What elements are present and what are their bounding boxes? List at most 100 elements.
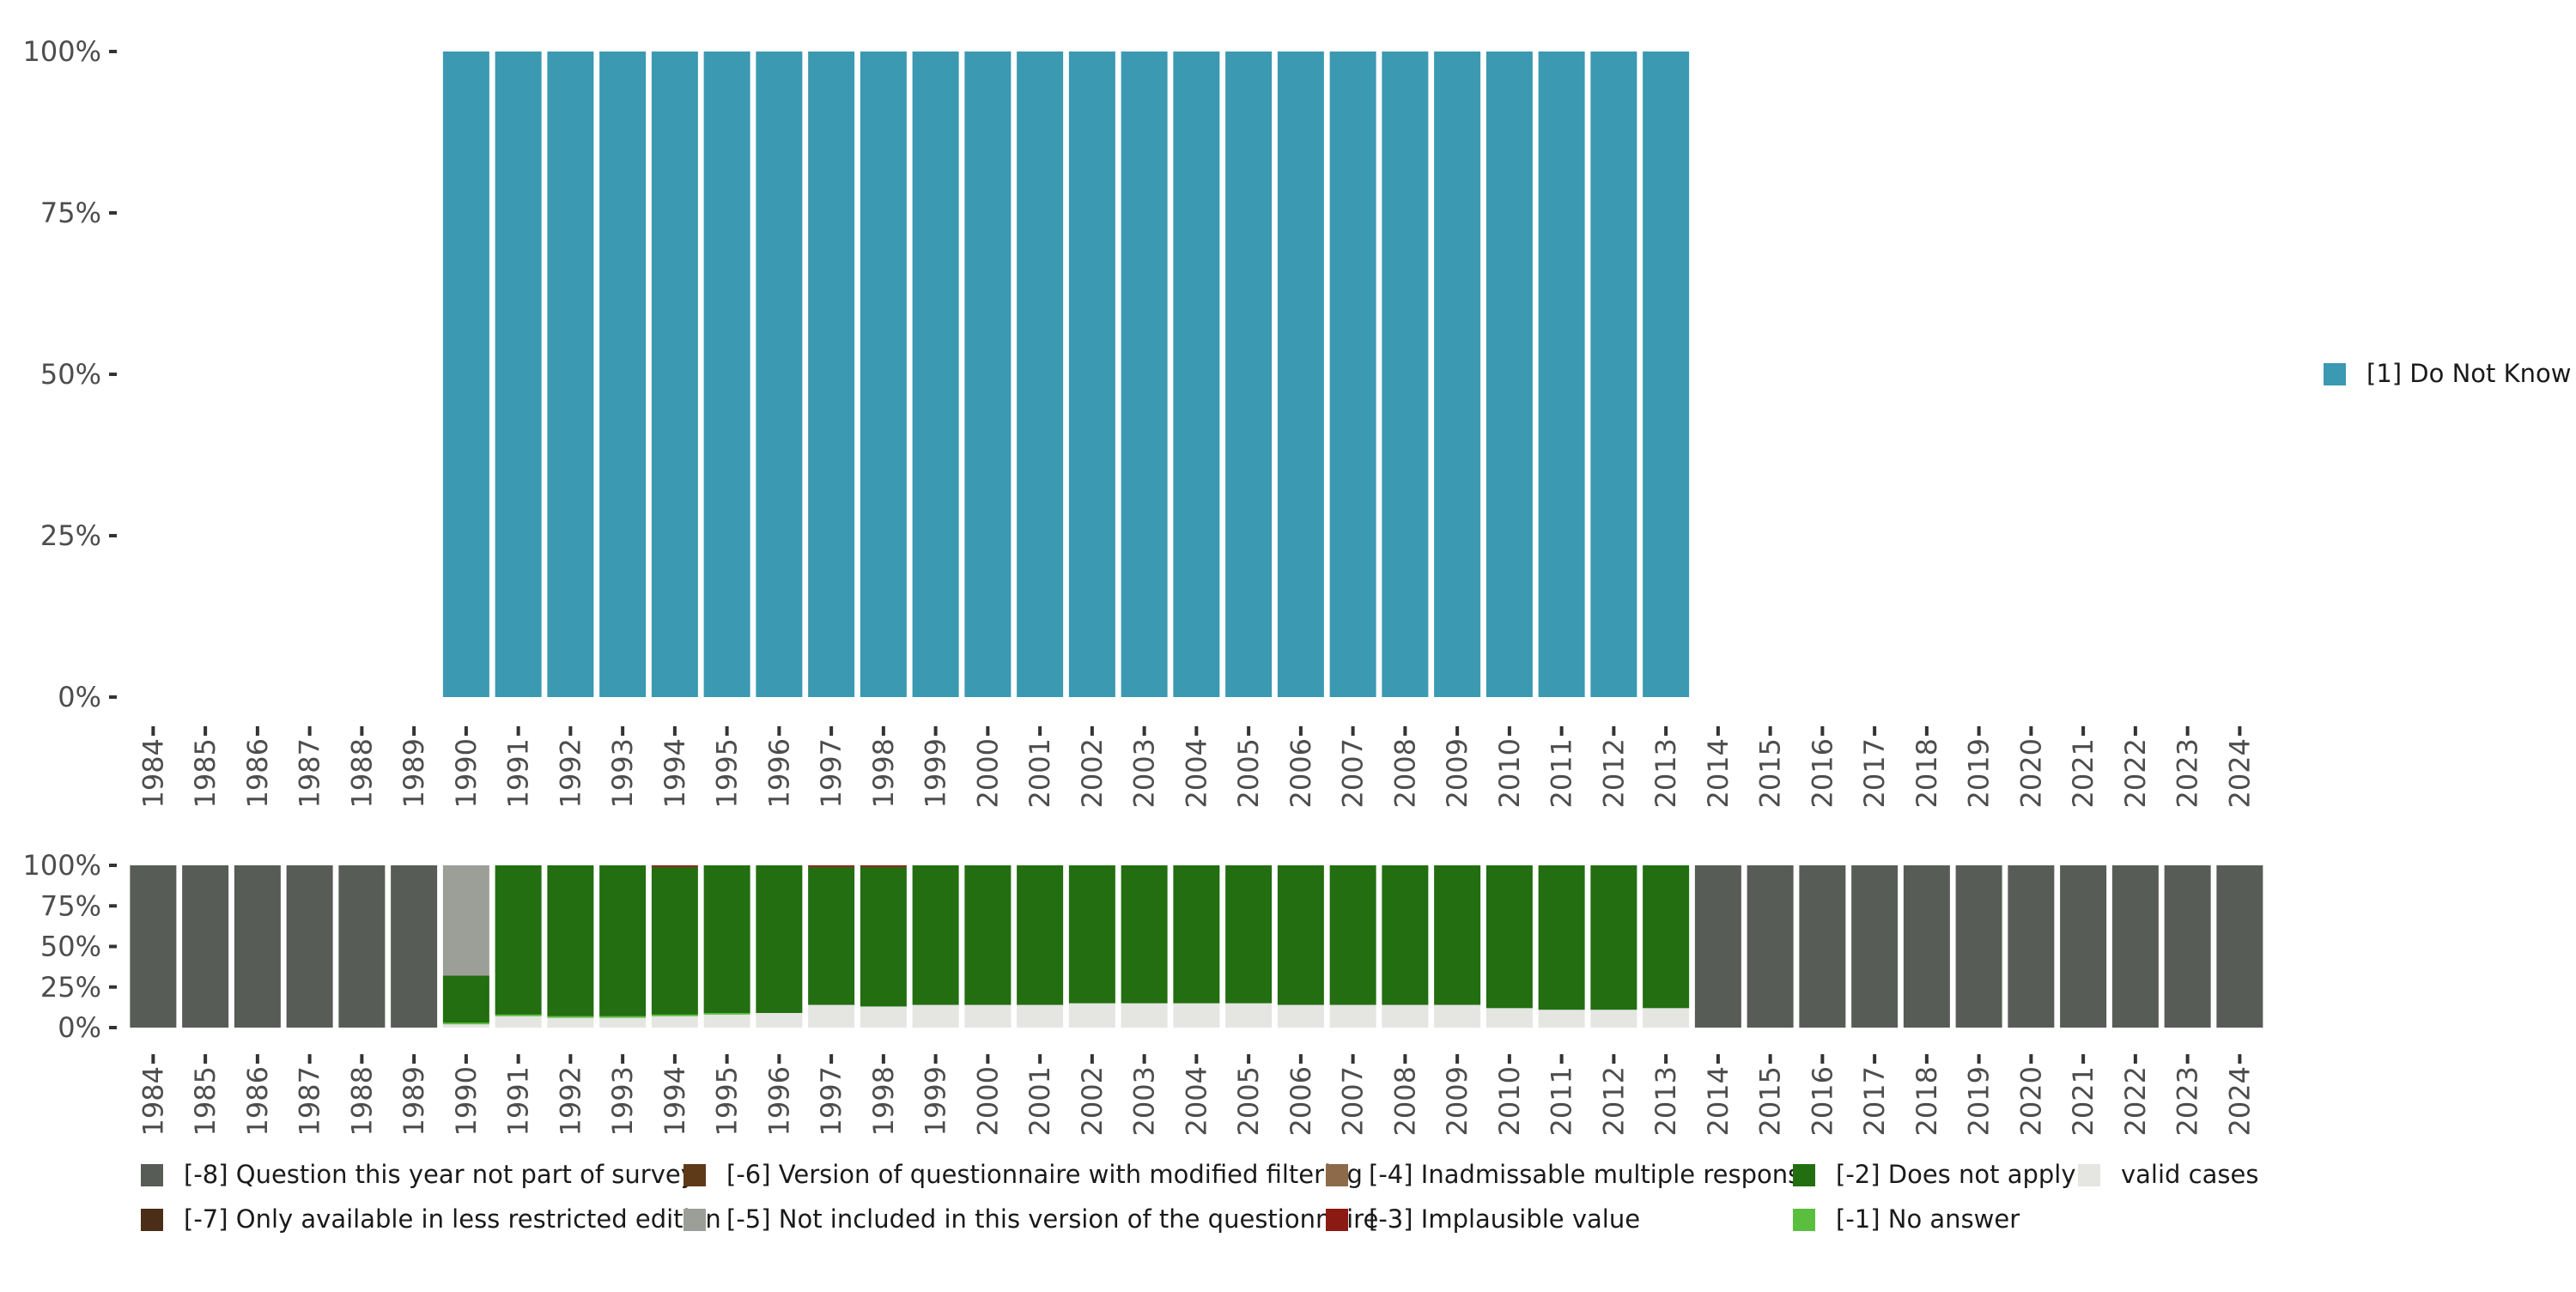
- bar-valid-cases-2001: [1017, 1004, 1064, 1028]
- bar-1-do-not-know-1991: [495, 52, 542, 697]
- x-tick-label-2013: 2013: [1649, 738, 1682, 808]
- x-tick-label-2019: 2019: [1963, 738, 1996, 808]
- bar-1-do-not-know-1990: [442, 52, 489, 697]
- y-tick-label: 50%: [40, 358, 101, 391]
- bar-valid-cases-1994: [651, 1016, 698, 1028]
- legend-label-valid-cases: valid cases: [2121, 1160, 2258, 1189]
- x-tick-label-1997: 1997: [815, 1066, 848, 1136]
- bar-3-implausible-value-1994: [651, 865, 698, 867]
- bar-1-do-not-know-1997: [808, 52, 855, 697]
- x-tick-label-2017: 2017: [1858, 738, 1891, 808]
- bar-valid-cases-2012: [1590, 1010, 1637, 1028]
- x-tick-label-2016: 2016: [1806, 1066, 1838, 1136]
- y-tick-label: 25%: [40, 971, 101, 1004]
- bar-1-do-not-know-1992: [547, 52, 594, 697]
- legend-swatch-2-does-not-apply: [1793, 1164, 1815, 1186]
- x-tick-label-1990: 1990: [450, 738, 483, 808]
- bar-2-does-not-apply-2001: [1017, 865, 1064, 1005]
- bar-valid-cases-2005: [1225, 1003, 1273, 1028]
- x-tick-label-1993: 1993: [606, 1066, 639, 1136]
- x-tick-label-2024: 2024: [2223, 1066, 2256, 1136]
- x-tick-label-2012: 2012: [1597, 1066, 1630, 1136]
- bar-1-do-not-know-1998: [860, 52, 907, 697]
- legend-label-2-does-not-apply: [-2] Does not apply: [1836, 1160, 2076, 1189]
- x-tick-label-2013: 2013: [1649, 1066, 1682, 1136]
- bar-2-does-not-apply-1995: [703, 865, 750, 1013]
- y-tick-label: 0%: [58, 1011, 101, 1044]
- x-tick-label-2004: 2004: [1180, 1066, 1212, 1136]
- bar-3-implausible-value-1997: [808, 865, 855, 867]
- bar-2-does-not-apply-2010: [1485, 865, 1533, 1009]
- x-tick-label-2003: 2003: [1128, 1066, 1161, 1136]
- x-tick-label-1986: 1986: [241, 738, 274, 808]
- x-tick-label-1999: 1999: [920, 738, 952, 808]
- bar-1-do-not-know-1995: [703, 52, 750, 697]
- legend-label-4-inadmissable-multiple-response: [-4] Inadmissable multiple response: [1369, 1160, 1816, 1189]
- bar-2-does-not-apply-2005: [1225, 865, 1273, 1004]
- bar-8-question-this-year-not-part-of-survey-1986: [234, 865, 281, 1028]
- bar-valid-cases-1991: [495, 1016, 542, 1028]
- bar-2-does-not-apply-1998: [860, 866, 907, 1007]
- x-tick-label-2016: 2016: [1806, 738, 1838, 808]
- x-tick-label-1986: 1986: [241, 1066, 274, 1136]
- bar-valid-cases-2009: [1434, 1004, 1481, 1028]
- x-tick-label-2024: 2024: [2223, 738, 2256, 808]
- bar-2-does-not-apply-1992: [547, 865, 594, 1016]
- bar-valid-cases-2007: [1329, 1004, 1376, 1028]
- y-tick-label: 0%: [58, 681, 101, 713]
- bar-1-do-not-know-2011: [1538, 52, 1585, 697]
- bar-8-question-this-year-not-part-of-survey-2021: [2060, 865, 2107, 1028]
- y-tick-label: 100%: [23, 35, 101, 68]
- y-tick-label: 100%: [23, 849, 101, 882]
- bar-valid-cases-1995: [703, 1014, 750, 1028]
- bar-1-do-not-know-2007: [1329, 52, 1376, 697]
- bar-2-does-not-apply-1994: [651, 866, 698, 1015]
- x-tick-label-1992: 1992: [554, 738, 586, 808]
- legend-label-1-no-answer: [-1] No answer: [1836, 1204, 2020, 1234]
- x-tick-label-1988: 1988: [345, 1066, 378, 1136]
- bar-8-question-this-year-not-part-of-survey-2019: [1955, 865, 2002, 1028]
- bar-1-do-not-know-2013: [1643, 52, 1690, 697]
- bar-valid-cases-2008: [1382, 1004, 1429, 1028]
- x-tick-label-2001: 2001: [1024, 738, 1056, 808]
- y-tick-label: 25%: [40, 519, 101, 552]
- x-tick-label-2010: 2010: [1493, 1066, 1526, 1136]
- legend-label-5-not-included-in-this-version-of-the-questionnaire: [-5] Not included in this version of the…: [726, 1204, 1378, 1234]
- x-tick-label-2018: 2018: [1911, 738, 1943, 808]
- x-tick-label-1994: 1994: [659, 1066, 691, 1136]
- legend-swatch-3-implausible-value: [1326, 1209, 1348, 1231]
- bar-2-does-not-apply-2007: [1329, 865, 1376, 1005]
- bar-1-no-answer-1990: [442, 1022, 489, 1025]
- x-tick-label-1985: 1985: [189, 738, 222, 808]
- bar-valid-cases-2004: [1173, 1003, 1220, 1028]
- legend-swatch-1-no-answer: [1793, 1209, 1815, 1231]
- bar-2-does-not-apply-1999: [912, 865, 959, 1005]
- bar-valid-cases-2000: [964, 1004, 1012, 1028]
- x-tick-label-2005: 2005: [1232, 1066, 1265, 1136]
- legend-swatch-8-question-this-year-not-part-of-survey: [141, 1164, 163, 1186]
- legend-label-7-only-available-in-less-restricted-edition: [-7] Only available in less restricted e…: [184, 1204, 721, 1234]
- x-tick-label-1988: 1988: [345, 738, 378, 808]
- bar-1-no-answer-1992: [547, 1016, 594, 1018]
- x-tick-label-2020: 2020: [2014, 738, 2047, 808]
- legend-swatch-7-only-available-in-less-restricted-edition: [141, 1209, 163, 1231]
- bar-2-does-not-apply-2002: [1068, 865, 1115, 1004]
- x-tick-label-1998: 1998: [867, 738, 900, 808]
- x-tick-label-2011: 2011: [1546, 1066, 1578, 1136]
- legend-label-8-question-this-year-not-part-of-survey: [-8] Question this year not part of surv…: [184, 1160, 696, 1189]
- x-tick-label-2015: 2015: [1754, 1066, 1787, 1136]
- bar-5-not-included-in-this-version-of-the-questionnaire-1990: [442, 865, 489, 976]
- bar-8-question-this-year-not-part-of-survey-1984: [130, 865, 177, 1028]
- bar-2-does-not-apply-2008: [1382, 865, 1429, 1005]
- bar-8-question-this-year-not-part-of-survey-2024: [2216, 865, 2263, 1028]
- x-tick-label-1991: 1991: [502, 1066, 535, 1136]
- bar-2-does-not-apply-1997: [808, 866, 855, 1005]
- bar-8-question-this-year-not-part-of-survey-2023: [2164, 865, 2211, 1028]
- bar-1-do-not-know-2009: [1434, 52, 1481, 697]
- legend-swatch-1-do-not-know: [2324, 363, 2346, 385]
- x-tick-label-2006: 2006: [1285, 738, 1317, 808]
- bar-8-question-this-year-not-part-of-survey-1988: [338, 865, 386, 1028]
- bar-valid-cases-1997: [808, 1004, 855, 1028]
- y-tick-label: 50%: [40, 931, 101, 963]
